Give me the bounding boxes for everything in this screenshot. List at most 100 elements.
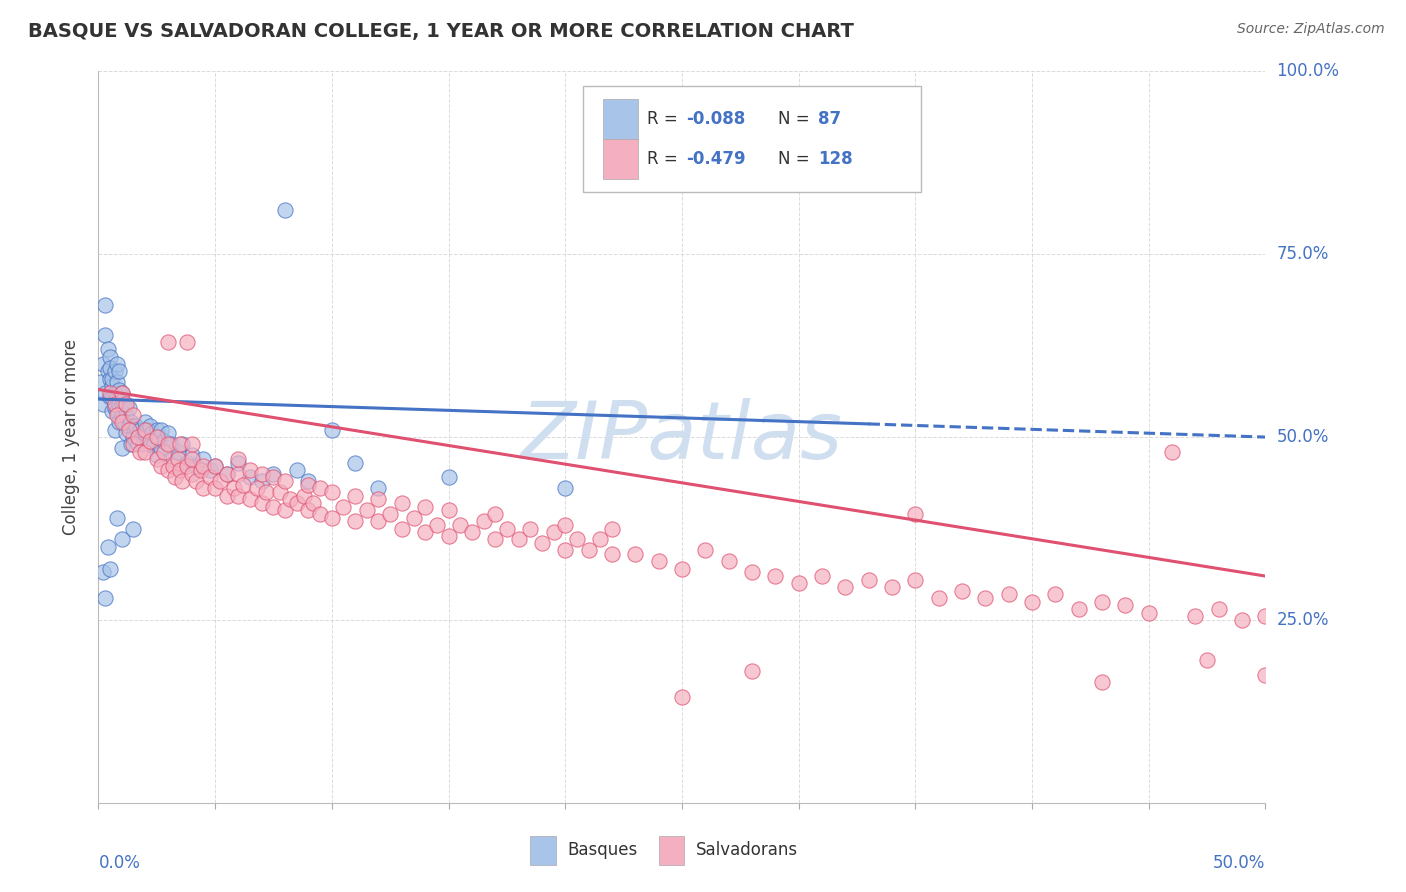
Point [256,485,278,500]
Text: ZIPatlas: ZIPatlas [520,398,844,476]
Point [787,576,810,591]
Point [215,467,238,481]
FancyBboxPatch shape [603,139,637,179]
Point [215,467,238,481]
Point [472,514,495,528]
Point [111,416,134,430]
Point [134,426,156,441]
Point [228,467,250,481]
Point [122,408,145,422]
Text: N =: N = [778,150,814,168]
Point [484,533,506,547]
Point [193,459,215,474]
Point [437,529,460,543]
Point [180,467,202,481]
Point [204,481,226,495]
Point [461,525,484,540]
Text: 100.0%: 100.0% [1277,62,1340,80]
Point [146,448,169,462]
Point [578,543,600,558]
Point [204,459,226,474]
Point [122,521,145,535]
Point [858,573,880,587]
Point [269,485,291,500]
Point [112,397,135,411]
Point [600,547,623,561]
Point [159,437,181,451]
Point [118,419,141,434]
Point [232,477,254,491]
Point [134,416,156,430]
Text: 25.0%: 25.0% [1277,611,1329,629]
Point [186,459,208,474]
Point [297,474,319,488]
Point [437,470,460,484]
Text: Basques: Basques [568,841,638,859]
Point [262,500,284,514]
Point [1045,587,1067,601]
Point [115,397,138,411]
Point [367,492,389,507]
Point [111,533,134,547]
Point [302,496,325,510]
Point [97,540,120,554]
Point [508,533,530,547]
Point [120,437,142,451]
Point [90,376,112,390]
Point [165,470,187,484]
Point [98,562,121,576]
Point [143,437,166,451]
Point [132,437,155,451]
Point [695,543,717,558]
Point [285,496,308,510]
Point [122,437,145,451]
Point [98,386,121,401]
Point [105,357,128,371]
Point [111,397,134,411]
Point [624,547,647,561]
Text: 75.0%: 75.0% [1277,245,1329,263]
Point [129,423,152,437]
Point [904,507,927,521]
Point [190,463,212,477]
Point [111,408,134,422]
Point [228,456,250,470]
Point [367,514,389,528]
Point [228,452,250,467]
Point [101,379,124,393]
Point [1137,606,1160,620]
Point [104,397,127,411]
Point [344,489,367,503]
Point [98,390,121,404]
Point [157,426,180,441]
Point [239,463,262,477]
Point [97,343,120,357]
Point [496,521,519,535]
Point [176,456,198,470]
Point [186,474,208,488]
Point [426,517,449,532]
Point [120,416,142,430]
Point [152,444,174,458]
Point [589,533,612,547]
Point [1161,444,1184,458]
Point [950,583,973,598]
Point [125,419,148,434]
Point [647,554,669,568]
Point [162,452,184,467]
FancyBboxPatch shape [530,836,555,865]
Point [380,507,402,521]
Point [413,500,436,514]
Point [1067,602,1090,616]
Point [402,510,425,524]
Point [101,371,124,385]
Point [208,474,231,488]
Point [274,203,297,218]
Point [834,580,856,594]
Point [554,481,576,495]
Point [104,364,127,378]
Point [108,397,131,411]
Point [104,386,127,401]
Text: Salvadorans: Salvadorans [696,841,799,859]
Point [108,416,131,430]
